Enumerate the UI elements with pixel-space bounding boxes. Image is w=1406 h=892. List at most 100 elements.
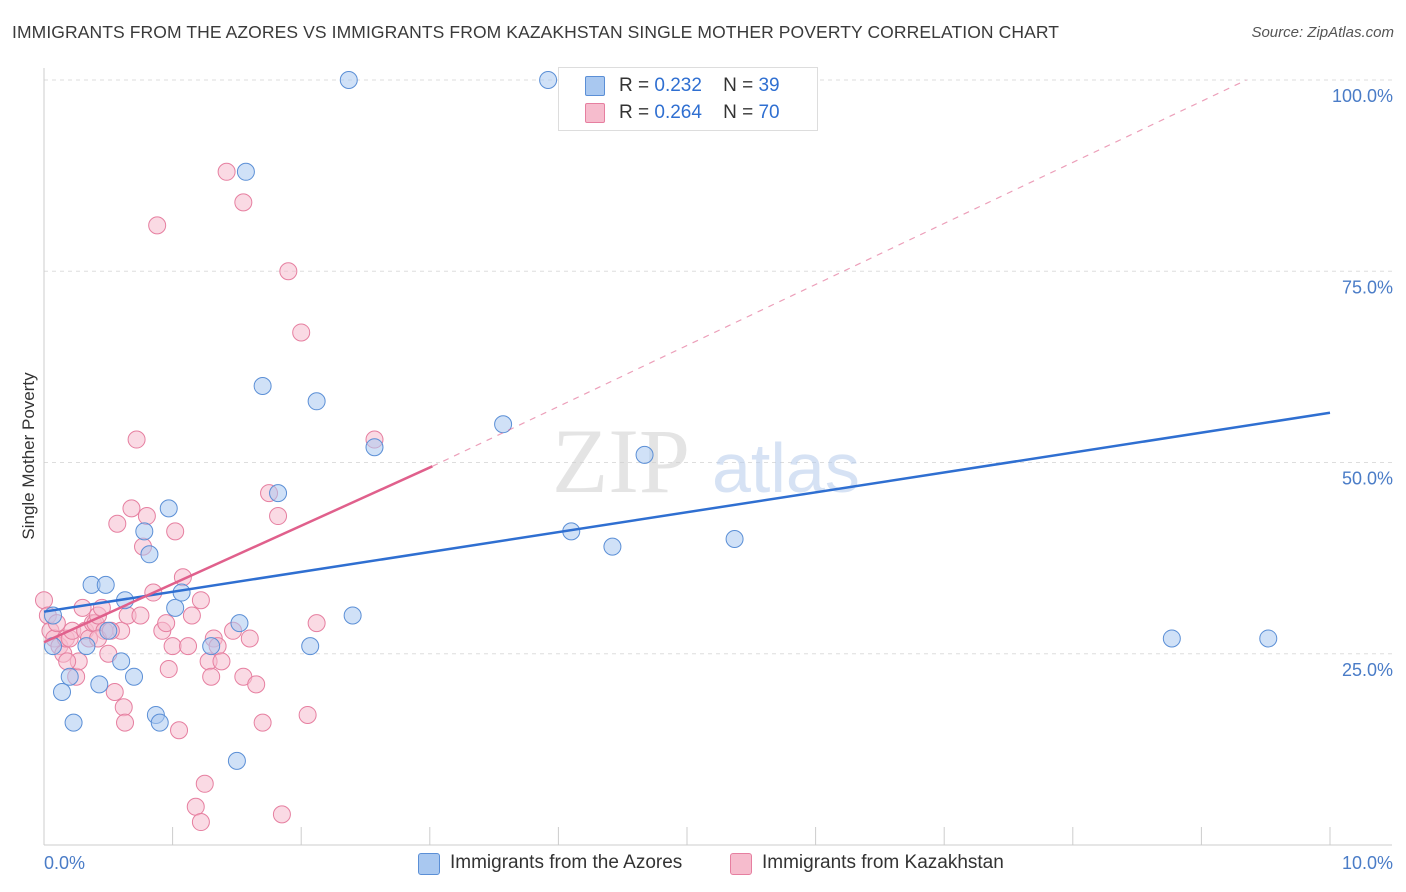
kazakhstan-point	[157, 614, 176, 633]
legend-n-label: N =	[723, 75, 754, 96]
azores-point	[339, 71, 358, 89]
azores-point	[635, 445, 654, 464]
azores-point	[253, 377, 272, 395]
azores-point	[112, 652, 131, 671]
azores-point	[539, 71, 558, 89]
kazakhstan-point	[131, 606, 150, 625]
x-tick-label: 10.0%	[1342, 853, 1393, 873]
kazakhstan-point	[272, 805, 291, 824]
legend-swatch-azores	[585, 76, 605, 96]
kazakhstan-point	[163, 637, 182, 656]
legend-r-value: 0.232	[654, 75, 702, 96]
y-tick-label: 50.0%	[1342, 469, 1393, 489]
y-tick-label: 75.0%	[1342, 277, 1393, 297]
kazakhstan-point	[186, 797, 205, 816]
azores-point	[125, 667, 144, 686]
azores-point	[202, 637, 221, 656]
watermark-atlas: atlas	[712, 429, 860, 507]
kazakhstan-point	[202, 667, 221, 686]
y-tick-label: 25.0%	[1342, 660, 1393, 680]
legend-r-label: R =	[619, 75, 650, 96]
kazakhstan-point	[269, 507, 288, 526]
bottom-legend-label-kazakhstan: Immigrants from Kazakhstan	[762, 852, 1004, 873]
bottom-legend-swatch-azores	[418, 853, 440, 875]
azores-point	[236, 162, 255, 181]
kazakhstan-point	[234, 193, 253, 212]
bottom-legend-label-azores: Immigrants from the Azores	[450, 852, 683, 873]
kazakhstan-point	[137, 507, 156, 526]
legend-swatch-kazakhstan	[585, 103, 605, 123]
azores-point	[343, 606, 362, 625]
azores-point	[365, 438, 384, 457]
azores-point	[60, 667, 79, 686]
kazakhstan-point	[127, 430, 146, 449]
watermark-zip: ZIP	[552, 410, 690, 512]
trend-lines	[43, 79, 1331, 644]
kazakhstan-point	[114, 698, 133, 717]
azores-point	[227, 751, 246, 770]
kazakhstan-trend-extension	[432, 79, 1247, 467]
bottom-legend-swatch-kazakhstan	[730, 853, 752, 875]
azores-point	[494, 415, 513, 434]
azores-point	[96, 575, 115, 594]
legend-n-value: 39	[758, 75, 780, 96]
legend: R = 0.232 N = 39 R = 0.264 N = 70	[558, 67, 818, 131]
bottom-legend-kazakhstan: Immigrants from Kazakhstan	[730, 852, 1050, 876]
chart-source: Source: ZipAtlas.com	[1251, 24, 1394, 41]
kazakhstan-point	[166, 522, 185, 541]
azores-point	[1162, 629, 1181, 648]
azores-point	[1259, 629, 1278, 648]
azores-point	[90, 675, 109, 694]
azores-point	[77, 637, 96, 656]
y-axis-label: Single Mother Poverty	[19, 372, 38, 540]
azores-point	[150, 713, 169, 732]
kazakhstan-point	[191, 591, 210, 610]
kazakhstan-point	[212, 652, 231, 671]
kazakhstan-point	[148, 216, 167, 235]
kazakhstan-point	[159, 660, 178, 679]
legend-n-value: 70	[758, 102, 780, 123]
kazakhstan-point	[247, 675, 266, 694]
series-kazakhstan-points	[35, 162, 384, 832]
azores-point	[230, 614, 249, 633]
kazakhstan-point	[298, 705, 317, 724]
y-tick-label: 100.0%	[1332, 86, 1393, 106]
kazakhstan-point	[292, 323, 311, 342]
azores-point	[166, 598, 185, 617]
azores-point	[99, 621, 118, 640]
kazakhstan-point	[108, 514, 127, 533]
kazakhstan-point	[182, 606, 201, 625]
watermark: ZIP atlas	[552, 410, 860, 512]
azores-point	[307, 392, 326, 411]
azores-trend-line	[43, 411, 1331, 613]
kazakhstan-point	[105, 683, 124, 701]
kazakhstan-point	[217, 162, 236, 181]
kazakhstan-point	[58, 652, 77, 671]
kazakhstan-point	[122, 499, 141, 518]
kazakhstan-point	[195, 774, 214, 793]
kazakhstan-trend-line	[43, 465, 433, 644]
kazakhstan-point	[279, 262, 298, 281]
kazakhstan-point	[253, 713, 272, 732]
azores-point	[64, 713, 83, 732]
legend-r-label: R =	[619, 102, 650, 123]
kazakhstan-point	[35, 591, 53, 610]
kazakhstan-point	[191, 813, 210, 832]
tick-labels: 25.0% 50.0% 75.0% 100.0% 0.0% 10.0%	[44, 86, 1393, 873]
legend-r-value: 0.264	[654, 102, 702, 123]
grid-lines	[44, 79, 1392, 655]
azores-point	[159, 499, 178, 518]
series-azores-points	[44, 71, 1278, 770]
azores-point	[603, 537, 622, 556]
azores-point	[301, 637, 320, 656]
kazakhstan-point	[307, 614, 326, 633]
azores-point	[135, 522, 154, 541]
bottom-legend-azores: Immigrants from the Azores	[418, 852, 718, 876]
legend-n-label: N =	[723, 102, 754, 123]
kazakhstan-point	[116, 713, 135, 732]
azores-point	[53, 683, 72, 701]
chart-title: IMMIGRANTS FROM THE AZORES VS IMMIGRANTS…	[12, 22, 1060, 42]
kazakhstan-point	[179, 637, 198, 656]
kazakhstan-point	[240, 629, 259, 648]
